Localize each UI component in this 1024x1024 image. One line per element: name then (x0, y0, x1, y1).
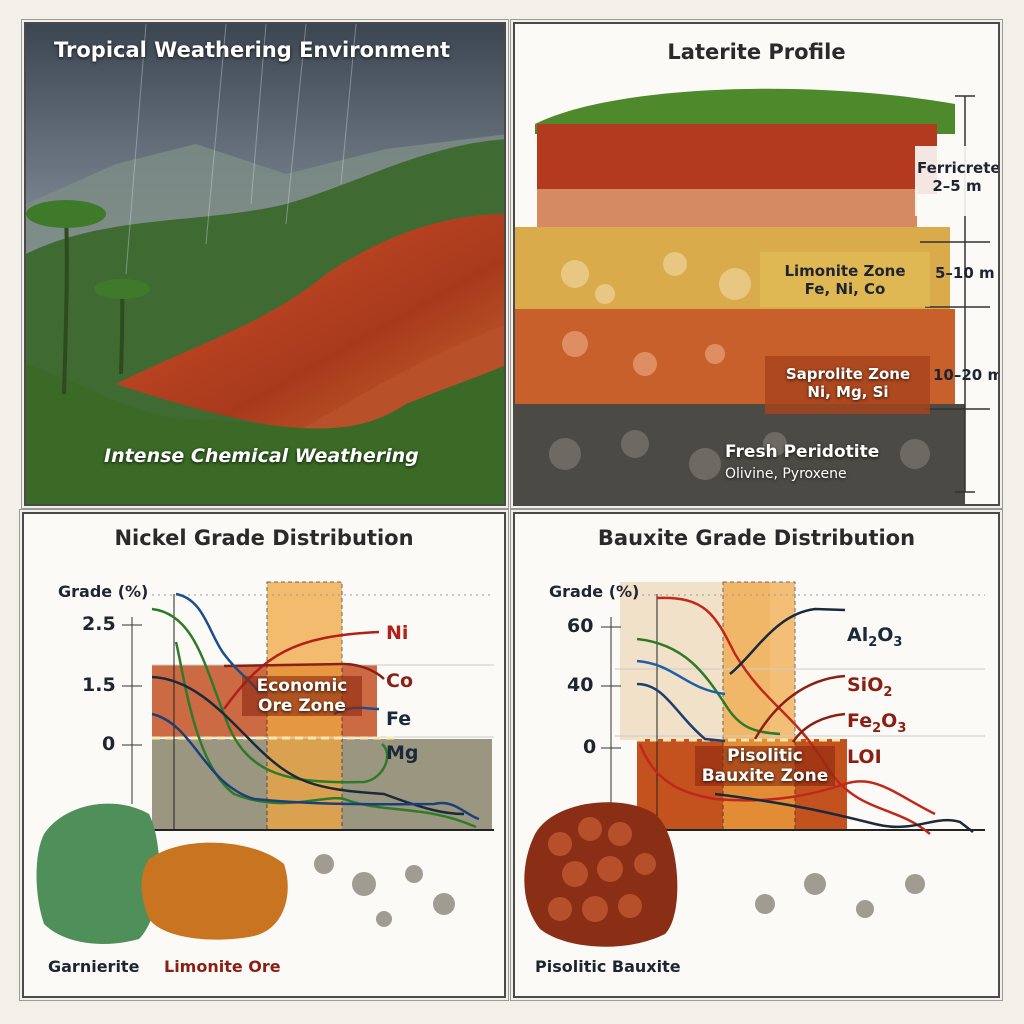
ferricrete-thickness: 2–5 m (932, 177, 982, 195)
pisolitic-bauxite-zone-label: Pisolitic Bauxite Zone (695, 746, 835, 786)
zone-line-2: Bauxite Zone (701, 766, 829, 786)
limonite-ore-label: Limonite Ore (164, 957, 281, 976)
blue-curve (636, 659, 726, 696)
garnierite-sample (36, 803, 160, 944)
fe2o3-curve (791, 712, 846, 743)
saprolite-name: Saprolite Zone (785, 365, 911, 383)
peridotite-minerals: Olivine, Pyroxene (725, 466, 847, 482)
saprolite-thickness: 10–20 m (933, 366, 1000, 384)
dark-base-curve (714, 792, 974, 833)
y-axis-label: Grade (%) (58, 582, 149, 601)
legend-loi: LOI (847, 746, 882, 768)
legend-mg: Mg (386, 742, 419, 764)
zone-line-2: Ore Zone (258, 696, 346, 716)
y-axis-label: Grade (%) (549, 582, 640, 601)
pisolitic-bauxite-label: Pisolitic Bauxite (535, 957, 681, 976)
ferricrete-name: Ferricrete (917, 159, 1000, 177)
peridotite-name: Fresh Peridotite (725, 442, 880, 462)
vegetation-cover (535, 88, 955, 134)
saprolite-elements: Ni, Mg, Si (807, 383, 889, 401)
ni-curve (222, 630, 380, 710)
laterite-profile-illustration (515, 88, 997, 504)
deep-blue-curve (151, 712, 480, 821)
bauxite-grade-panel: Bauxite Grade Distribution Grade (%) 60 … (510, 509, 1003, 1001)
zone-line-1: Pisolitic (727, 746, 803, 766)
weathering-caption: Intense Chemical Weathering (104, 445, 419, 467)
peridotite-layer (515, 404, 965, 504)
mg-curve (151, 607, 389, 784)
laterite-profile-panel: Laterite Profile Ferricrete 2–5 m Limonit… (510, 19, 1003, 509)
co-curve (223, 662, 385, 680)
y-tick: 60 (567, 615, 594, 637)
panel-title: Tropical Weathering Environment (54, 38, 451, 62)
limonite-name: Limonite Zone (784, 262, 906, 280)
y-tick: 40 (567, 674, 594, 696)
bauxite-zone-band (722, 581, 796, 831)
navy-curve (636, 682, 726, 743)
economic-ore-zone-label: Economic Ore Zone (242, 676, 362, 716)
saprolite-label: Saprolite Zone Ni, Mg, Si (773, 365, 923, 401)
nickel-grade-panel: Nickel Grade Distribution Grade (%) 2.5 … (19, 509, 509, 1001)
limonite-thickness: 5–10 m (935, 264, 995, 282)
legend-co: Co (386, 670, 413, 692)
legend-ni: Ni (386, 622, 409, 644)
legend-fe2o3: Fe2O3 (847, 710, 907, 736)
zone-line-1: Economic (256, 676, 348, 696)
ferricrete-label: Ferricrete 2–5 m (917, 159, 1000, 195)
ferricrete-layer (537, 124, 937, 194)
panel-title: Laterite Profile (667, 40, 846, 64)
sio2-curve (753, 674, 846, 740)
panel-title: Bauxite Grade Distribution (597, 526, 916, 550)
y-tick: 2.5 (82, 613, 116, 635)
al2o3-curve (729, 607, 846, 675)
rainforest-illustration (26, 24, 504, 504)
y-tick: 1.5 (82, 674, 116, 696)
limonite-label: Limonite Zone Fe, Ni, Co (770, 262, 920, 298)
limonite-ore-sample (141, 842, 288, 940)
legend-al2o3: Al2O3 (847, 624, 903, 650)
tropical-weathering-panel: Tropical Weathering Environment Intense … (21, 19, 509, 509)
y-tick: 0 (583, 736, 597, 758)
legend-fe: Fe (386, 708, 412, 730)
green-curve (636, 637, 781, 736)
bauxite-grade-chart (524, 581, 985, 947)
y-tick: 0 (102, 733, 116, 755)
red-curve (656, 596, 931, 835)
legend-sio2: SiO2 (847, 674, 893, 700)
mottled-layer (537, 189, 917, 229)
garnierite-label: Garnierite (48, 957, 140, 976)
limonite-elements: Fe, Ni, Co (804, 280, 886, 298)
panel-title: Nickel Grade Distribution (114, 526, 414, 550)
dark-curve (151, 675, 465, 816)
loi-curve (638, 743, 936, 816)
